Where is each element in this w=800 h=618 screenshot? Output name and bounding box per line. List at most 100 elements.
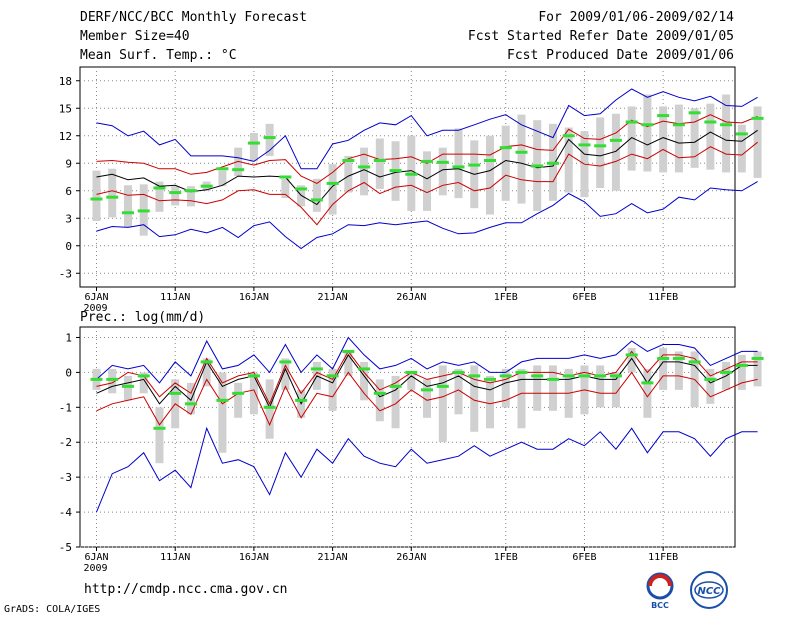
prec-ensemble-box xyxy=(643,368,652,418)
prec-ensemble-box xyxy=(470,365,479,432)
prec-observed-marker xyxy=(247,374,260,378)
temp-observed-marker xyxy=(373,159,386,162)
temp-observed-marker xyxy=(326,181,339,185)
temp-x-tick-label: 1FEB xyxy=(494,292,518,303)
temp-ensemble-box xyxy=(643,94,652,172)
temp-ensemble-box xyxy=(596,117,605,188)
prec-observed-marker xyxy=(405,370,418,374)
prec-observed-marker xyxy=(436,384,449,388)
forecast-period: For 2009/01/06-2009/02/14 xyxy=(538,10,734,25)
temp-ensemble-box xyxy=(611,113,620,191)
prec-x-tick-label: 6FEB xyxy=(572,552,596,563)
temp-line-mean xyxy=(96,129,758,206)
prec-observed-marker xyxy=(295,398,308,402)
temp-observed-marker xyxy=(310,198,323,202)
temp-ensemble-box xyxy=(171,186,180,206)
prec-observed-marker xyxy=(735,363,748,367)
temp-ensemble-box xyxy=(360,147,369,196)
temp-line-p10 xyxy=(96,141,758,226)
temp-observed-marker xyxy=(452,165,465,169)
temp-line-p90 xyxy=(96,114,758,184)
temp-ensemble-box xyxy=(123,185,132,228)
temp-ensemble-box xyxy=(92,170,101,221)
temp-observed-marker xyxy=(90,197,103,201)
temp-observed-marker xyxy=(295,187,308,191)
temp-observed-marker xyxy=(720,123,733,127)
temp-ensemble-box xyxy=(517,114,526,204)
prec-line-max xyxy=(96,336,758,384)
prec-observed-marker xyxy=(389,384,402,388)
temp-observed-marker xyxy=(484,159,496,162)
prec-ensemble-box xyxy=(737,354,746,390)
prec-observed-marker xyxy=(657,356,670,360)
prec-ensemble-box xyxy=(234,382,243,418)
source-url[interactable]: http://cmdp.ncc.cma.gov.cn xyxy=(84,582,288,597)
temp-observed-marker xyxy=(546,161,559,165)
temp-observed-marker xyxy=(389,169,402,173)
temp-observed-marker xyxy=(137,209,150,213)
prec-observed-marker xyxy=(200,360,213,364)
temp-observed-marker xyxy=(279,175,292,179)
prec-ensemble-box xyxy=(517,368,526,429)
prec-ensemble-box xyxy=(706,368,715,404)
prec-observed-marker xyxy=(484,377,496,381)
temp-ensemble-box xyxy=(375,138,384,189)
temp-observed-marker xyxy=(609,138,622,142)
temp-x-tick-label: 11JAN xyxy=(160,292,190,303)
temp-ensemble-box xyxy=(659,106,668,173)
prec-ensemble-box xyxy=(249,372,258,415)
prec-x-tick-label: 26JAN xyxy=(396,552,426,563)
temp-ensemble-box xyxy=(281,178,290,199)
temp-observed-marker xyxy=(216,167,229,171)
temp-observed-marker xyxy=(625,120,638,124)
temp-observed-marker xyxy=(421,159,434,163)
prec-observed-marker xyxy=(578,374,591,378)
prec-ensemble-box xyxy=(753,351,762,387)
prec-observed-marker xyxy=(531,374,544,378)
temp-ensemble-box xyxy=(737,124,746,173)
prec-observed-marker xyxy=(704,377,717,381)
temp-observed-marker xyxy=(751,116,764,120)
prec-observed-marker xyxy=(672,356,685,360)
ncc-logo: NCC xyxy=(690,571,728,609)
prec-y-tick-label: -3 xyxy=(59,471,72,484)
temp-line-min xyxy=(96,181,758,250)
temp-x-tick-label: 16JAN xyxy=(239,292,269,303)
forecast-produced-date: Fcst Produced Date 2009/01/06 xyxy=(507,48,734,63)
temp-ensemble-box xyxy=(486,135,494,215)
prec-line-p90 xyxy=(96,350,758,406)
prec-observed-marker xyxy=(499,374,512,378)
temp-ensemble-box xyxy=(753,106,762,178)
temp-observed-marker xyxy=(657,114,670,118)
prec-ensemble-box xyxy=(454,368,463,415)
prec-ensemble-box xyxy=(139,372,148,394)
prec-observed-marker xyxy=(184,402,197,406)
prec-ensemble-box xyxy=(360,361,369,401)
prec-observed-marker xyxy=(625,353,638,357)
prec-observed-marker xyxy=(421,388,434,392)
temp-observed-marker xyxy=(641,123,654,127)
temp-ensemble-box xyxy=(564,127,573,193)
grads-credit: GrADS: COLA/IGES xyxy=(4,604,101,615)
prec-ensemble-box xyxy=(123,375,132,401)
prec-ensemble-box xyxy=(438,365,447,443)
temp-ensemble-box xyxy=(501,125,510,201)
prec-ensemble-box xyxy=(155,407,164,464)
temp-ensemble-box xyxy=(218,170,227,187)
prec-observed-marker xyxy=(641,381,654,385)
temp-observed-marker xyxy=(405,172,418,176)
temp-x-tick-label: 26JAN xyxy=(396,292,426,303)
prec-observed-marker xyxy=(468,374,481,378)
prec-y-tick-label: -2 xyxy=(59,436,72,449)
prec-ensemble-box xyxy=(548,365,557,411)
prec-ensemble-box xyxy=(596,365,605,408)
temp-ensemble-box xyxy=(690,108,699,168)
prec-observed-marker xyxy=(263,405,276,409)
temp-y-tick-label: 18 xyxy=(59,75,72,88)
prec-x-tick-label: 6JAN xyxy=(84,552,108,563)
prec-ensemble-box xyxy=(423,379,432,418)
prec-y-tick-label: 0 xyxy=(65,366,72,379)
prec-line-min xyxy=(96,426,758,513)
prec-observed-marker xyxy=(594,374,607,378)
temp-observed-marker xyxy=(169,191,182,195)
